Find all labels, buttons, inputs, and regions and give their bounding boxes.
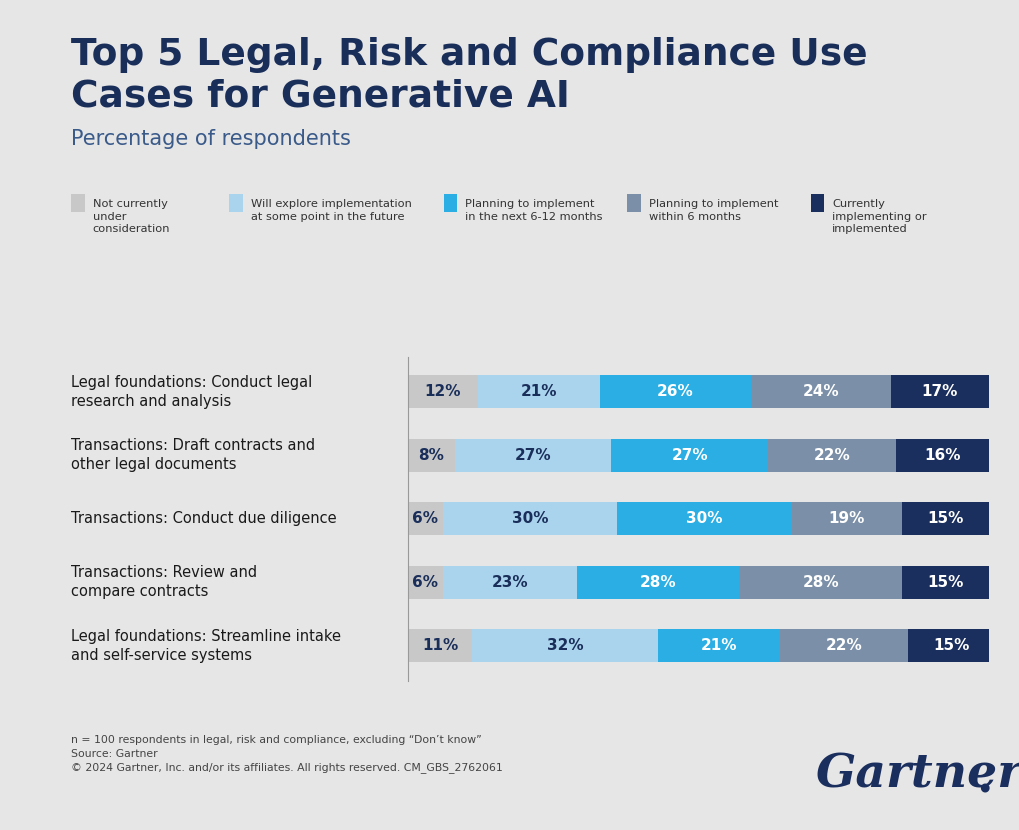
Text: Planning to implement
within 6 months: Planning to implement within 6 months <box>648 199 777 222</box>
Bar <box>767 439 896 471</box>
Bar <box>890 375 988 408</box>
Text: 6%: 6% <box>412 511 438 526</box>
Text: Legal foundations: Streamline intake
and self-service systems: Legal foundations: Streamline intake and… <box>71 628 341 663</box>
Text: Transactions: Review and
compare contracts: Transactions: Review and compare contrac… <box>71 565 257 599</box>
Bar <box>599 375 750 408</box>
Bar <box>442 502 616 535</box>
Bar <box>477 375 599 408</box>
Text: Will explore implementation
at some point in the future: Will explore implementation at some poin… <box>251 199 412 222</box>
Text: Currently
implementing or
implemented: Currently implementing or implemented <box>832 199 926 234</box>
Text: 24%: 24% <box>802 384 839 399</box>
Bar <box>408 629 472 662</box>
Text: Percentage of respondents: Percentage of respondents <box>71 129 351 149</box>
Text: Gartner: Gartner <box>815 751 1019 797</box>
Text: 8%: 8% <box>418 447 443 463</box>
Bar <box>896 439 988 471</box>
Bar <box>408 375 477 408</box>
Bar <box>902 566 988 598</box>
Bar <box>408 566 442 598</box>
Text: Legal foundations: Conduct legal
research and analysis: Legal foundations: Conduct legal researc… <box>71 374 313 409</box>
Text: 11%: 11% <box>422 638 458 653</box>
Text: 6%: 6% <box>412 574 438 590</box>
Bar <box>907 629 995 662</box>
Text: 21%: 21% <box>520 384 556 399</box>
Bar <box>780 629 907 662</box>
Bar <box>442 566 576 598</box>
Text: 15%: 15% <box>926 511 963 526</box>
Text: 22%: 22% <box>813 447 850 463</box>
Text: 30%: 30% <box>512 511 548 526</box>
Text: n = 100 respondents in legal, risk and compliance, excluding “Don’t know”
Source: n = 100 respondents in legal, risk and c… <box>71 735 502 774</box>
Bar <box>791 502 902 535</box>
Text: 27%: 27% <box>515 447 551 463</box>
Text: 23%: 23% <box>491 574 528 590</box>
Bar <box>902 502 988 535</box>
Bar <box>616 502 791 535</box>
Bar <box>454 439 611 471</box>
Bar <box>750 375 890 408</box>
Text: 26%: 26% <box>656 384 693 399</box>
Text: Transactions: Conduct due diligence: Transactions: Conduct due diligence <box>71 511 336 526</box>
Text: 15%: 15% <box>932 638 969 653</box>
Text: 16%: 16% <box>924 447 960 463</box>
Text: .: . <box>975 757 991 803</box>
Text: 28%: 28% <box>802 574 839 590</box>
Bar <box>657 629 780 662</box>
Text: 15%: 15% <box>926 574 963 590</box>
Text: 28%: 28% <box>639 574 676 590</box>
Bar <box>611 439 767 471</box>
Text: Not currently
under
consideration: Not currently under consideration <box>93 199 170 234</box>
Text: 30%: 30% <box>686 511 722 526</box>
Text: Planning to implement
in the next 6-12 months: Planning to implement in the next 6-12 m… <box>465 199 602 222</box>
Text: Transactions: Draft contracts and
other legal documents: Transactions: Draft contracts and other … <box>71 438 315 472</box>
Bar <box>576 566 739 598</box>
Bar <box>408 439 454 471</box>
Bar <box>739 566 902 598</box>
Text: 32%: 32% <box>546 638 583 653</box>
Text: 22%: 22% <box>824 638 862 653</box>
Text: 27%: 27% <box>671 447 707 463</box>
Text: 17%: 17% <box>921 384 957 399</box>
Text: Top 5 Legal, Risk and Compliance Use: Top 5 Legal, Risk and Compliance Use <box>71 37 867 73</box>
Bar <box>408 502 442 535</box>
Text: 12%: 12% <box>424 384 461 399</box>
Bar <box>472 629 657 662</box>
Text: 19%: 19% <box>828 511 864 526</box>
Text: Cases for Generative AI: Cases for Generative AI <box>71 79 570 115</box>
Text: 21%: 21% <box>700 638 737 653</box>
